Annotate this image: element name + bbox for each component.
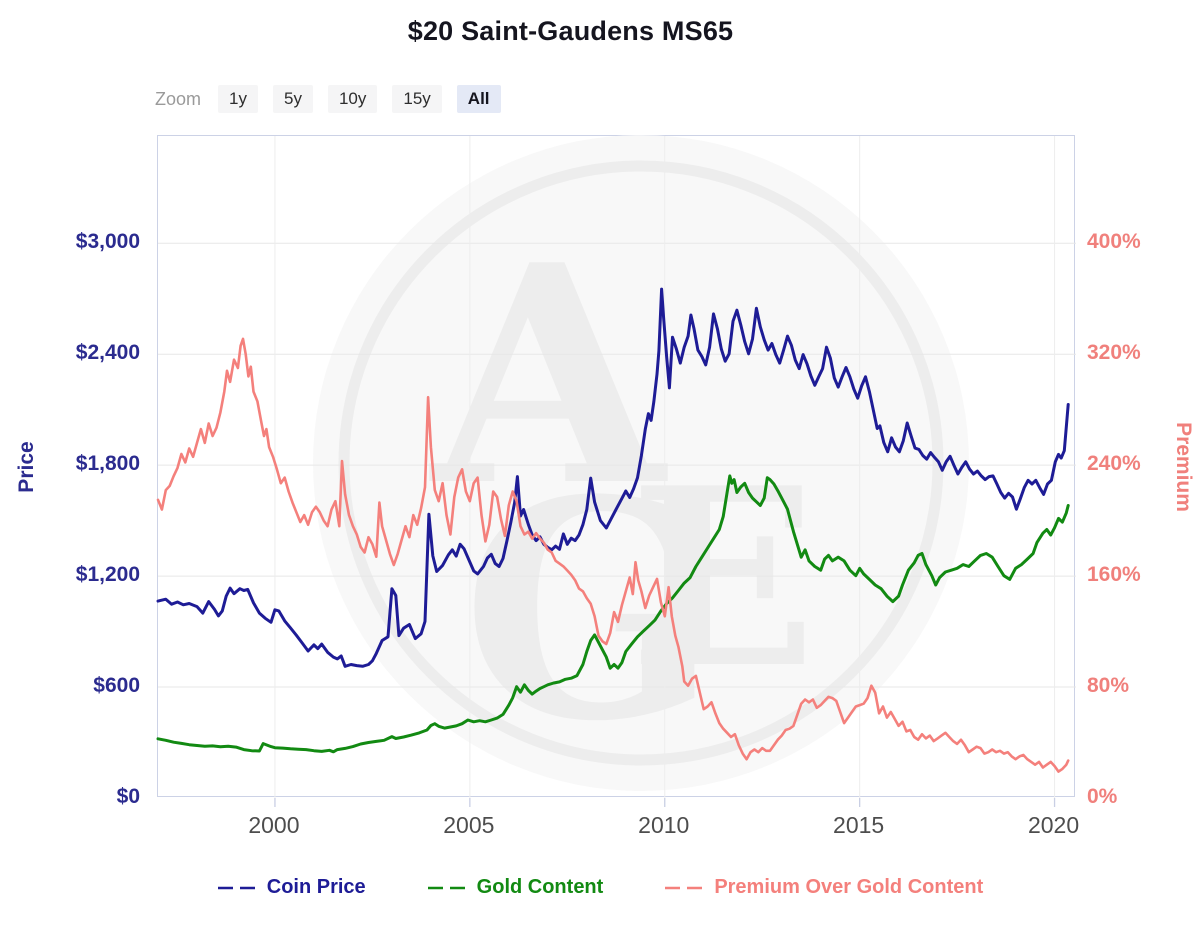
y-axis-label-right: 0%	[1087, 785, 1118, 808]
y-axis-label-left: $0	[116, 785, 140, 808]
series-coin-price	[156, 287, 1070, 668]
legend-dash-icon	[665, 886, 706, 889]
y-axis-label-right: 320%	[1087, 341, 1141, 365]
legend-dash-icon	[217, 886, 258, 889]
y-axis-label-left: $600	[93, 674, 140, 698]
legend-label: Premium Over Gold Content	[714, 876, 984, 898]
zoom-label: Zoom	[155, 88, 202, 109]
zoom-range-bar: Zoom 1y 5y 10y 15y All	[155, 84, 501, 114]
y-axis-label-left: $3,000	[75, 230, 140, 254]
legend-item-coin-price[interactable]: Coin Price	[217, 876, 366, 899]
zoom-button-10y[interactable]: 10y	[327, 85, 378, 113]
legend-item-gold-content[interactable]: Gold Content	[427, 876, 604, 899]
x-axis-label: 2015	[833, 812, 885, 838]
legend-item-premium-over-gold-content[interactable]: Premium Over Gold Content	[665, 876, 983, 899]
x-axis-label: 2005	[443, 812, 495, 838]
zoom-button-5y[interactable]: 5y	[272, 85, 313, 113]
watermark-letter: E	[630, 434, 817, 722]
x-axis-label: 2000	[248, 812, 300, 838]
legend-label: Coin Price	[266, 876, 366, 898]
legend-dash-icon	[427, 886, 468, 889]
series-premium-over-gold-content	[156, 337, 1070, 773]
y-axis-label-right: 400%	[1087, 230, 1141, 254]
plot-canvas[interactable]: AGE	[156, 135, 1076, 807]
series-gold-content	[156, 474, 1070, 754]
zoom-button-all[interactable]: All	[456, 85, 501, 113]
y-axis-label-left: $1,200	[75, 563, 140, 587]
y-axis-label-right: 80%	[1087, 674, 1130, 698]
y-axis-label-left: $1,800	[75, 452, 140, 476]
zoom-button-1y[interactable]: 1y	[218, 85, 258, 113]
y-axis-label-right: 240%	[1087, 452, 1141, 476]
chart-title: $20 Saint-Gaudens MS65	[407, 16, 734, 46]
legend: Coin Price Gold Content Premium Over Gold …	[0, 876, 1201, 899]
y-axis-label-right: 160%	[1087, 563, 1141, 587]
x-axis-label: 2020	[1027, 812, 1080, 838]
y-axis-label-left: $2,400	[75, 341, 140, 365]
legend-label: Gold Content	[476, 876, 604, 898]
x-axis-label: 2010	[638, 812, 690, 838]
zoom-button-15y[interactable]: 15y	[392, 85, 442, 113]
